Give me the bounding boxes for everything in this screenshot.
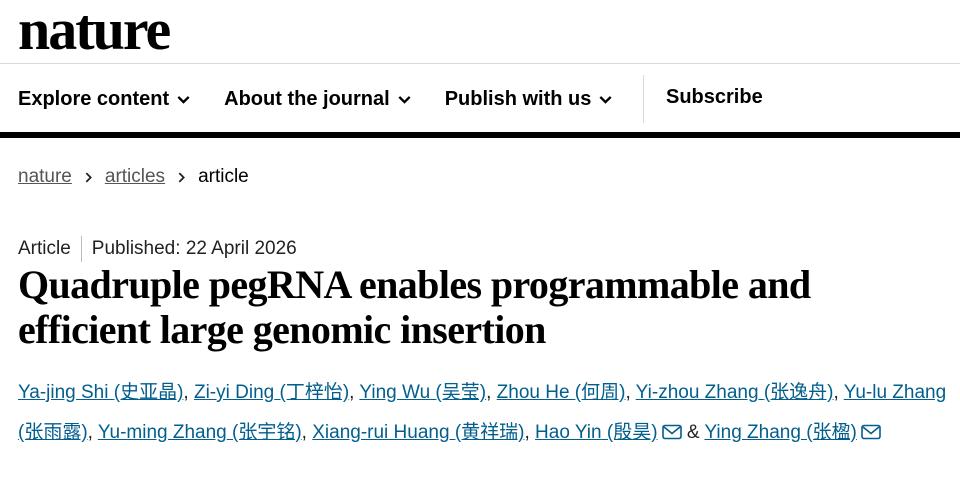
author-name[interactable]: Yi-zhou Zhang	[635, 382, 759, 403]
nav-item[interactable]: Publish with us	[445, 88, 613, 111]
author-name[interactable]: Ying Wu	[359, 382, 431, 403]
nav-item[interactable]: About the journal	[224, 88, 411, 111]
author-link[interactable]: Zi-yi Ding (丁梓怡)	[194, 382, 349, 403]
author-name-cn[interactable]: (张逸舟)	[763, 382, 834, 403]
separator	[80, 236, 82, 262]
author-link[interactable]: Zhou He (何周)	[497, 382, 626, 403]
author-name-cn[interactable]: (吴莹)	[435, 382, 487, 403]
author-name[interactable]: Xiang-rui Huang	[312, 422, 450, 443]
author-separator: ,	[833, 382, 839, 403]
divider	[0, 63, 960, 64]
article-type: Article	[18, 238, 71, 259]
breadcrumb: nature articles article	[18, 166, 249, 188]
breadcrumb-item[interactable]: nature	[18, 166, 72, 187]
subscribe-link[interactable]: Subscribe	[666, 86, 763, 108]
author-name-cn[interactable]: (史亚晶)	[113, 382, 184, 403]
author-name[interactable]: Hao Yin	[535, 422, 602, 443]
author-separator: ,	[87, 422, 93, 443]
author-name-cn[interactable]: (张雨露)	[18, 422, 88, 443]
author-separator: ,	[524, 422, 530, 443]
author-name-cn[interactable]: (殷昊)	[606, 422, 658, 443]
chevron-icon	[599, 95, 612, 104]
author-separator: ,	[625, 382, 631, 403]
author-name[interactable]: Zi-yi Ding	[193, 382, 275, 403]
article-title: Quadruple pegRNA enables programmable an…	[18, 262, 811, 352]
nav-label[interactable]: Publish with us	[444, 87, 592, 110]
article-meta: Article Published: 22 April 2026	[18, 236, 297, 262]
logo[interactable]: nature	[18, 0, 171, 62]
email-icon[interactable]	[861, 424, 881, 440]
author-link[interactable]: Hao Yin (殷昊)	[535, 422, 657, 443]
author-link[interactable]: Ya-jing Shi (史亚晶)	[18, 382, 183, 403]
author-name[interactable]: Ying Zhang	[704, 422, 801, 443]
chevron-icon	[398, 95, 411, 104]
author-link[interactable]: Ying Zhang (张楹)	[704, 422, 856, 443]
published-date: 22 April 2026	[185, 238, 297, 259]
main-nav: Explore content About the journal Publish …	[18, 84, 646, 114]
author-link[interactable]: Yu-ming Zhang (张宇铭)	[98, 422, 302, 443]
nav-label[interactable]: Explore content	[18, 87, 170, 110]
chevron-icon	[177, 95, 190, 104]
author-separator: ,	[349, 382, 355, 403]
author-separator: ,	[301, 422, 307, 443]
divider	[0, 132, 960, 138]
author-name-cn[interactable]: (张宇铭)	[232, 422, 302, 443]
author-name-cn[interactable]: (黄祥瑞)	[454, 422, 525, 443]
author-link[interactable]: Xiang-rui Huang (黄祥瑞)	[312, 422, 524, 443]
nav-label[interactable]: About the journal	[224, 87, 390, 110]
breadcrumb-item[interactable]: articles	[104, 166, 166, 187]
divider	[643, 75, 644, 123]
author-name[interactable]: Yu-lu Zhang	[843, 382, 947, 403]
author-separator: &	[686, 422, 700, 443]
author-name[interactable]: Zhou He	[496, 382, 570, 403]
published-label: Published:	[91, 238, 181, 259]
chevron-icon	[85, 171, 92, 183]
chevron-icon	[178, 171, 186, 183]
author-name[interactable]: Yu-ming Zhang	[97, 422, 227, 443]
author-name-cn[interactable]: (何周)	[574, 382, 626, 403]
author-link[interactable]: Yu-lu Zhang (张雨露)	[18, 382, 946, 443]
author-name[interactable]: Ya-jing Shi	[18, 382, 109, 403]
author-name-cn[interactable]: (张楹)	[806, 422, 857, 443]
breadcrumb-item: article	[198, 166, 249, 187]
author-link[interactable]: Ying Wu (吴莹)	[359, 382, 486, 403]
author-separator: ,	[486, 382, 492, 403]
nav-item[interactable]: Explore content	[18, 88, 190, 111]
email-icon[interactable]	[661, 424, 682, 440]
author-separator: ,	[183, 382, 189, 403]
author-link[interactable]: Yi-zhou Zhang (张逸舟)	[636, 382, 834, 403]
author-list: Ya-jing Shi (史亚晶), Zi-yi Ding (丁梓怡), Yin…	[18, 373, 948, 453]
author-name-cn[interactable]: (丁梓怡)	[279, 382, 350, 403]
